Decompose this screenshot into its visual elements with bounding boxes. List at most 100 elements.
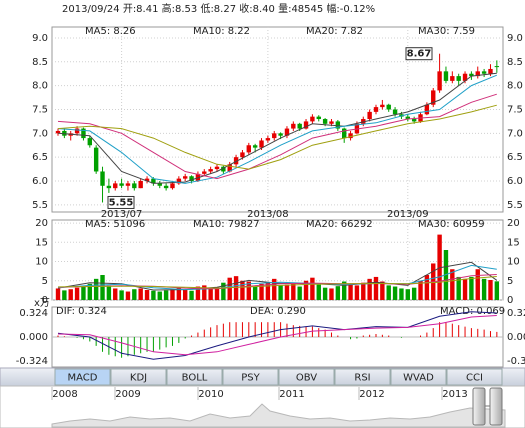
volume-bar [106, 285, 112, 300]
candle-body [297, 123, 302, 129]
y-tick-label: 15 [35, 237, 48, 248]
tab-label[interactable]: PSY [241, 373, 260, 384]
y-tick-label-right: 5.5 [507, 200, 523, 211]
tab-label[interactable]: BOLL [182, 373, 208, 384]
volume-bar [342, 281, 347, 300]
candle-body [170, 183, 175, 189]
volume-bar [144, 290, 150, 300]
volume-bar [348, 283, 353, 300]
volume-bar [208, 288, 213, 300]
y-tick-label-right: 9.0 [507, 33, 523, 44]
tab[interactable] [166, 368, 223, 386]
candle-body [291, 123, 296, 129]
legend-entry: MA30: 60959 [418, 219, 485, 230]
volume-bar [113, 288, 118, 300]
volume-bar [151, 290, 156, 300]
tab-label[interactable]: WVAD [403, 373, 434, 384]
y-tick-label: 0.324 [19, 308, 48, 319]
volume-bar [284, 284, 290, 300]
y-tick-label-right: 5 [507, 276, 513, 287]
volume-bar [176, 287, 182, 300]
volume-bar [157, 291, 162, 300]
x-tick-label: 2013/08 [247, 209, 289, 220]
range-handle-right[interactable] [489, 387, 503, 426]
candle-body [494, 66, 500, 68]
volume-bar [246, 281, 251, 300]
candle-body [431, 90, 436, 105]
y-tick-label: 5 [42, 276, 48, 287]
price-panel [51, 26, 504, 213]
candle-body [208, 169, 213, 172]
candle-body [348, 133, 353, 139]
candle-body [246, 145, 251, 153]
y-tick-label-right: 8.0 [507, 81, 523, 92]
tab-label[interactable]: OBV [296, 373, 317, 384]
volume-bar [233, 276, 239, 300]
x-tick-label: 2013/07 [101, 209, 143, 220]
volume-bar [488, 280, 493, 300]
tab-label[interactable]: RSI [354, 373, 370, 384]
tab[interactable] [334, 368, 391, 386]
candle-body [202, 171, 207, 174]
candle-body [74, 128, 80, 134]
legend-entry: MA10: 8.22 [193, 26, 250, 37]
volume-bar [475, 269, 480, 300]
volume-bar [183, 290, 188, 300]
tab-label[interactable]: MACD [68, 373, 98, 384]
year-label: 2011 [279, 389, 304, 400]
y-tick-label-right: 10 [507, 257, 520, 268]
volume-bar [335, 286, 341, 300]
volume-bar [367, 278, 372, 300]
volume-bar [373, 276, 379, 300]
volume-bar [469, 276, 474, 300]
y-tick-label-right: 0 [507, 295, 513, 306]
y-tick-label: 7.5 [32, 104, 48, 115]
volume-bar [303, 280, 309, 300]
candle-body [481, 71, 487, 74]
year-label: 2013 [442, 389, 467, 400]
candle-body [81, 128, 86, 139]
volume-bar [411, 287, 417, 300]
candle-body [55, 130, 61, 134]
range-handle-left[interactable] [472, 387, 486, 426]
year-label: 2008 [52, 389, 77, 400]
volume-bar [265, 282, 271, 300]
volume-bar [450, 269, 455, 300]
candle-body [227, 164, 232, 172]
candle-body [462, 73, 468, 81]
y-tick-label: 7.0 [32, 128, 48, 139]
ma-line [57, 311, 497, 360]
volume-bar [418, 280, 423, 300]
tab[interactable] [110, 368, 167, 386]
tab[interactable] [54, 368, 111, 386]
volume-bar [81, 286, 86, 300]
y-tick-label-right: 15 [507, 237, 520, 248]
candle-body [437, 71, 442, 91]
tab[interactable] [390, 368, 447, 386]
legend-entry: DIF: 0.324 [56, 306, 107, 317]
candle-body [322, 119, 328, 124]
tab-label[interactable]: KDJ [130, 373, 147, 384]
candle-body [87, 138, 92, 146]
candle-body [310, 116, 315, 122]
ma-line [57, 276, 497, 289]
tab[interactable] [446, 368, 503, 386]
y-tick-label: 6.5 [32, 152, 48, 163]
candle-body [380, 104, 385, 108]
candle-body [329, 121, 334, 124]
candle-body [469, 73, 474, 77]
tab[interactable] [278, 368, 335, 386]
tab[interactable] [222, 368, 279, 386]
volume-bar [405, 289, 410, 300]
tab-label[interactable]: CCI [466, 373, 483, 384]
volume-bar [354, 285, 360, 300]
candle-body [240, 152, 245, 158]
legend-entry: DEA: 0.290 [250, 306, 306, 317]
volume-bar [221, 282, 226, 300]
y-tick-label-right: 7.5 [507, 104, 523, 115]
volume-bar [87, 283, 92, 300]
candle-body [386, 104, 391, 110]
ma-line [57, 315, 497, 356]
candle-body [259, 140, 264, 148]
